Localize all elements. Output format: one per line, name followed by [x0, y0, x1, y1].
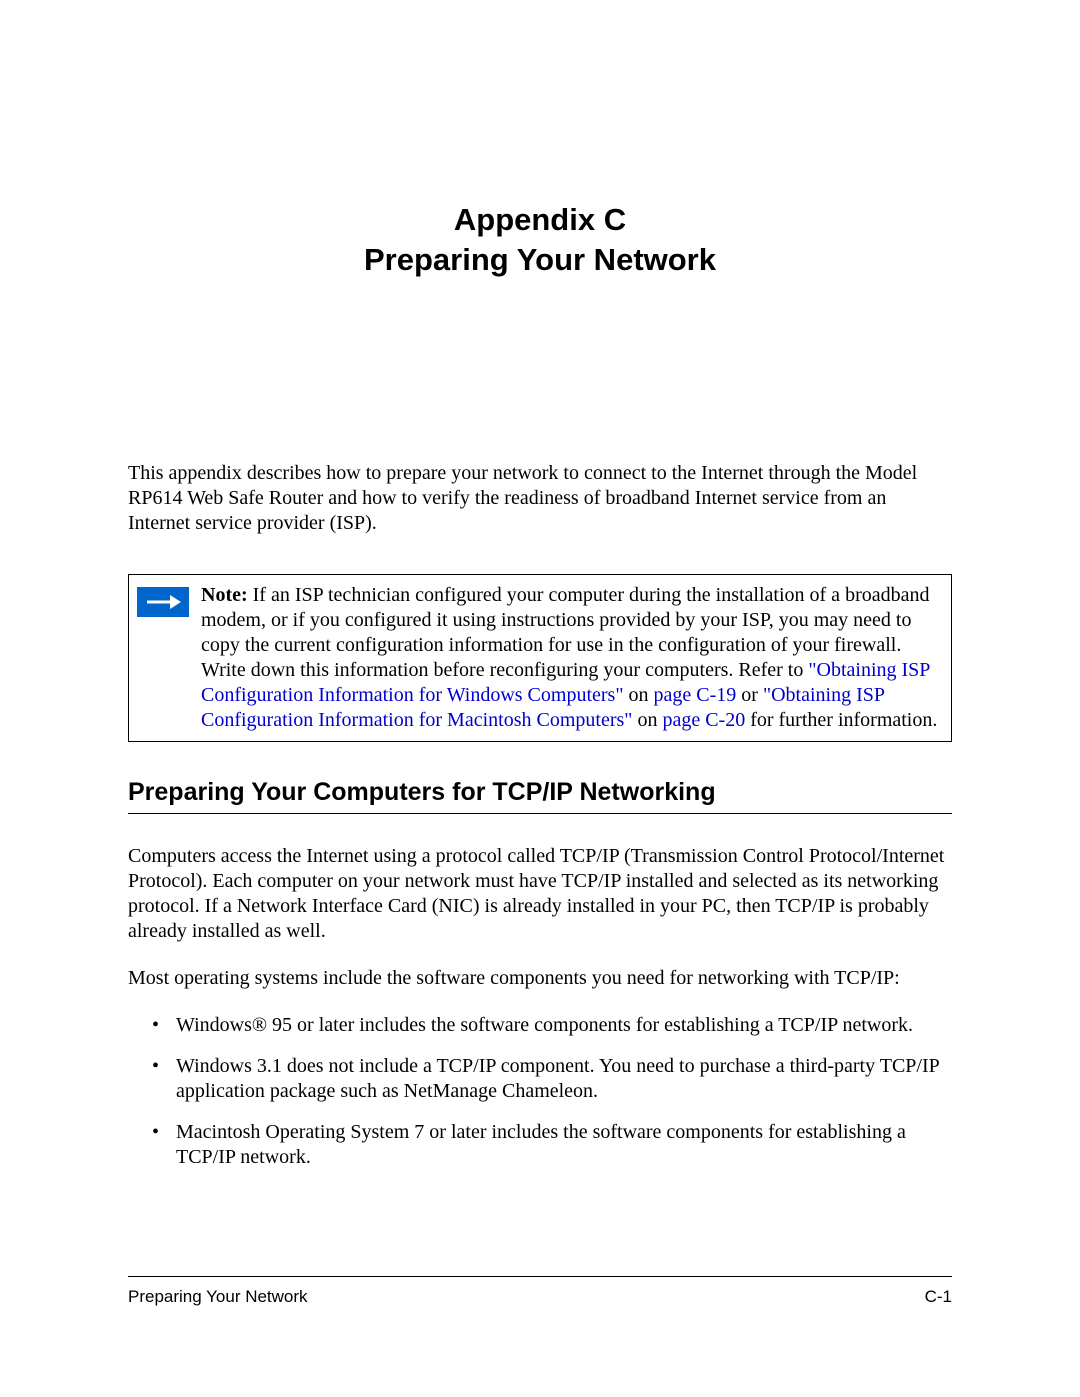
document-page: Appendix C Preparing Your Network This a…: [0, 0, 1080, 1397]
note-on-2: on: [632, 709, 662, 731]
list-item: Windows® 95 or later includes the softwa…: [156, 1013, 952, 1038]
title-block: Appendix C Preparing Your Network: [128, 200, 952, 281]
link-page-c19[interactable]: page C-19: [654, 684, 737, 706]
link-page-c20[interactable]: page C-20: [662, 709, 745, 731]
section-heading: Preparing Your Computers for TCP/IP Netw…: [128, 778, 952, 814]
section-para-1: Computers access the Internet using a pr…: [128, 844, 952, 944]
note-box: Note: If an ISP technician configured yo…: [128, 574, 952, 742]
arrow-right-icon: [137, 587, 189, 617]
intro-paragraph: This appendix describes how to prepare y…: [128, 461, 952, 536]
note-on-1: on: [624, 684, 654, 706]
bullet-list: Windows® 95 or later includes the softwa…: [128, 1013, 952, 1170]
footer-right: C-1: [925, 1287, 952, 1307]
note-text: Note: If an ISP technician configured yo…: [201, 583, 941, 733]
note-icon-wrap: [137, 583, 201, 733]
note-body-2: for further information.: [745, 709, 937, 731]
appendix-title: Preparing Your Network: [128, 240, 952, 280]
note-label: Note:: [201, 584, 248, 606]
section-para-2: Most operating systems include the softw…: [128, 966, 952, 991]
footer-left: Preparing Your Network: [128, 1287, 308, 1307]
appendix-label: Appendix C: [128, 200, 952, 240]
list-item: Macintosh Operating System 7 or later in…: [156, 1120, 952, 1170]
list-item: Windows 3.1 does not include a TCP/IP co…: [156, 1054, 952, 1104]
page-footer: Preparing Your Network C-1: [128, 1276, 952, 1307]
note-or: or: [736, 684, 763, 706]
